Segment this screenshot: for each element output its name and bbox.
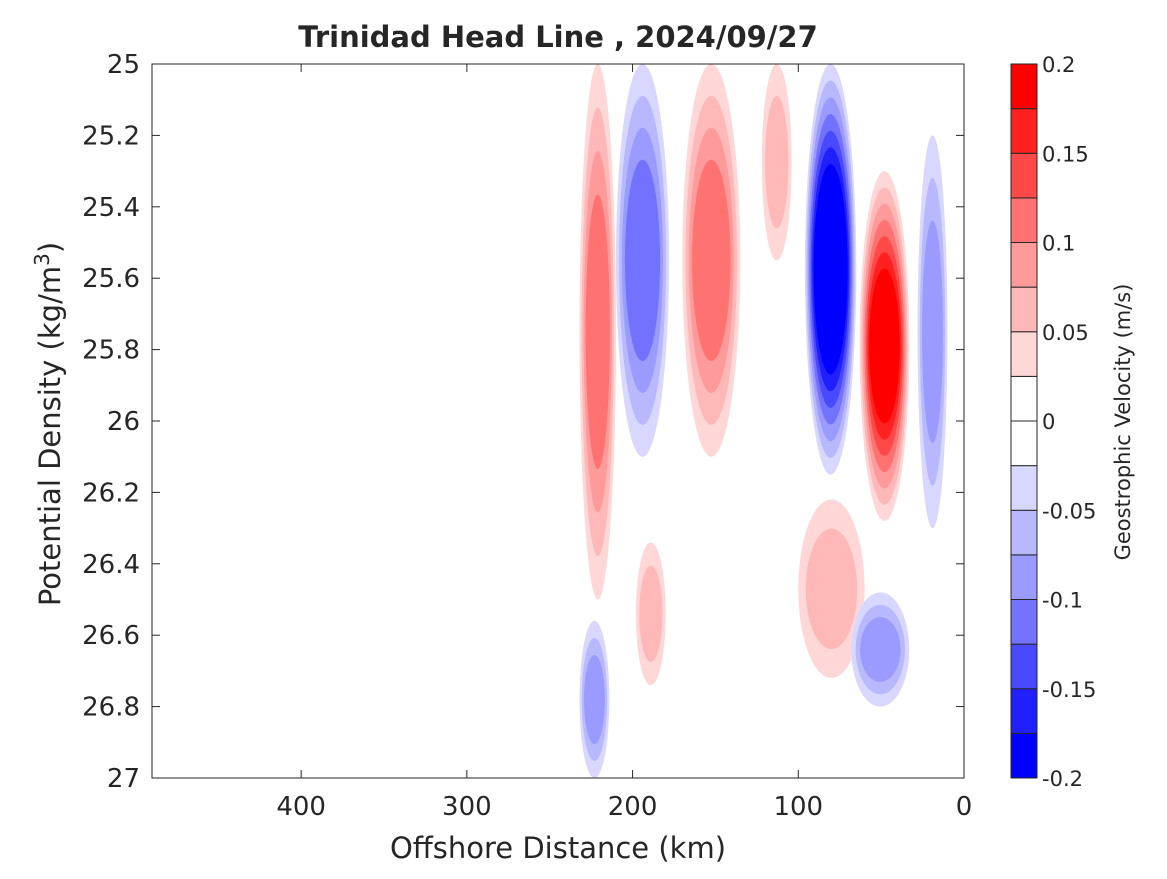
x-tick-label: 400 (276, 792, 326, 822)
contour-band (585, 194, 610, 469)
contour-band (639, 565, 663, 662)
velocity-feature-core-50km (859, 171, 910, 521)
colorbar-tick-label: 0.1 (1042, 232, 1075, 256)
colorbar-segment (1010, 331, 1038, 377)
colorbar-segment (1010, 375, 1038, 422)
y-tick-label: 26.4 (82, 550, 140, 580)
colorbar-segment (1010, 599, 1038, 645)
velocity-feature-core-115km (761, 64, 792, 261)
colorbar-frame (1010, 63, 1038, 779)
contour-band (765, 95, 789, 229)
colorbar-segment (1010, 554, 1038, 600)
colorbar-tick-label: 0.05 (1042, 321, 1089, 345)
velocity-feature-deep-225km (579, 620, 610, 778)
y-tick-label: 25.8 (82, 336, 140, 366)
colorbar-segment (1010, 286, 1038, 333)
y-axis-label-main: Potential Density (kg/m (33, 266, 67, 606)
x-tick-label: 200 (608, 792, 658, 822)
contour-band (815, 180, 847, 358)
contour-band (869, 268, 900, 424)
chart-title: Trinidad Head Line , 2024/09/27 (298, 20, 818, 54)
y-axis-label-superscript: 3 (30, 253, 54, 266)
colorbar-segment (1010, 420, 1038, 467)
colorbar-segment (1010, 509, 1038, 556)
y-tick-label: 26.8 (82, 693, 140, 723)
velocity-feature-core-80km (804, 64, 857, 475)
velocity-feature-core-20km (917, 135, 948, 529)
y-axis-label-close: ) (33, 242, 67, 253)
colorbar-tick-label: 0.15 (1042, 142, 1089, 166)
contour-band (584, 654, 605, 744)
contour-band (805, 528, 858, 650)
colorbar-tick-label: -0.1 (1042, 589, 1083, 613)
colorbar-label: Geostrophic Velocity (m/s) (1111, 284, 1135, 561)
velocity-feature-deep-40km (851, 592, 910, 707)
colorbar-segment (1010, 63, 1038, 110)
velocity-feature-core-190km (616, 64, 670, 457)
y-tick-label: 25.4 (82, 193, 140, 223)
colorbar: 0.2 0.15 0.1 0.05 0 -0.05 -0.1 -0.15 -0.2 (1010, 53, 1096, 791)
colorbar-tick-label: -0.05 (1042, 499, 1096, 523)
y-tick-label: 25.6 (82, 264, 140, 294)
y-tick-label: 26.2 (82, 478, 140, 508)
contour-band (624, 159, 661, 361)
colorbar-tick-label: 0 (1042, 410, 1055, 434)
colorbar-segment (1010, 152, 1038, 199)
x-axis-label: Offshore Distance (km) (390, 831, 726, 865)
y-axis-label: Potential Density (kg/m3) (30, 242, 67, 606)
contour-band (922, 220, 943, 444)
colorbar-segment (1010, 688, 1038, 734)
colorbar-segment (1010, 242, 1038, 288)
y-tick-label: 26 (107, 407, 140, 437)
x-tick-label: 0 (956, 792, 973, 822)
y-tick-label: 26.6 (82, 621, 140, 651)
colorbar-segment (1010, 643, 1038, 690)
velocity-feature-core-150km (682, 64, 741, 457)
velocity-feature-deep-190km (635, 542, 666, 686)
plot-area (152, 64, 964, 778)
velocity-feature-deep-85km (798, 499, 865, 679)
colorbar-tick-label: 0.2 (1042, 53, 1075, 77)
colorbar-tick-label: -0.15 (1042, 678, 1096, 702)
contour-fills (579, 64, 948, 778)
colorbar-segment (1010, 465, 1038, 511)
colorbar-segment (1010, 197, 1038, 243)
contour-band (860, 617, 901, 682)
velocity-feature-core-230km (579, 64, 616, 600)
colorbar-segment (1010, 732, 1038, 779)
colorbar-segment (1010, 108, 1038, 154)
x-tick-label: 100 (773, 792, 823, 822)
axes: 400 300 200 100 0 25 25.2 25.4 25.6 25.8 26 26.2 26.… (82, 50, 972, 822)
colorbar-tick-label: -0.2 (1042, 767, 1083, 791)
x-tick-label: 300 (442, 792, 492, 822)
contour-band (692, 159, 731, 361)
y-tick-label: 25.2 (82, 121, 140, 151)
y-tick-label: 27 (107, 764, 140, 794)
y-tick-label: 25 (107, 50, 140, 80)
